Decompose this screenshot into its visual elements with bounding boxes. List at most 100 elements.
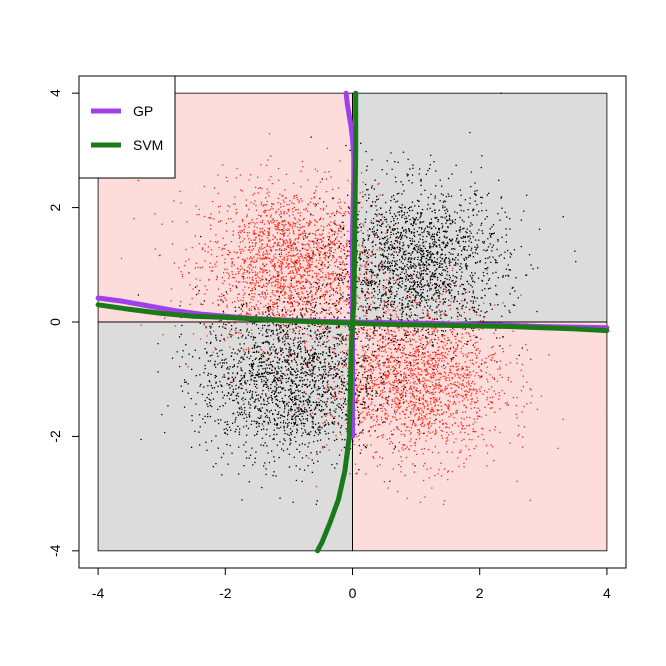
data-point [346, 422, 348, 424]
data-point [269, 307, 272, 309]
data-point [400, 380, 402, 382]
data-point [276, 284, 279, 286]
data-point [410, 254, 412, 256]
data-point [379, 194, 381, 196]
data-point [399, 309, 401, 311]
data-point [384, 287, 387, 290]
data-point [264, 265, 266, 267]
data-point [379, 372, 381, 374]
data-point [443, 230, 446, 233]
data-point [271, 205, 273, 208]
data-point [450, 301, 452, 303]
data-point [450, 371, 452, 373]
data-point [415, 401, 417, 404]
data-point [419, 222, 421, 224]
data-point [245, 204, 247, 206]
data-point [338, 275, 341, 277]
data-point [427, 226, 429, 228]
data-point [399, 418, 401, 420]
data-point [272, 314, 275, 316]
data-point [287, 263, 290, 265]
data-point [300, 276, 303, 278]
data-point [402, 391, 404, 393]
data-point [447, 284, 449, 286]
data-point [302, 233, 304, 235]
data-point [246, 282, 249, 284]
data-point [339, 261, 341, 263]
data-point [309, 220, 311, 222]
data-point [450, 284, 452, 286]
data-point [451, 383, 453, 385]
data-point [308, 301, 311, 303]
data-point [266, 257, 268, 259]
data-point [380, 225, 382, 227]
data-point [404, 417, 406, 419]
data-point [279, 233, 281, 235]
data-point [291, 385, 293, 387]
data-point [392, 387, 394, 389]
data-point [383, 374, 385, 376]
data-point [294, 288, 296, 291]
data-point [292, 211, 294, 213]
data-point [337, 345, 339, 347]
data-point [334, 386, 337, 388]
data-point [260, 258, 262, 260]
data-point [334, 261, 336, 264]
data-point [399, 393, 401, 396]
data-point [406, 217, 408, 219]
data-point [422, 385, 424, 387]
data-point [365, 299, 367, 301]
data-point [253, 261, 255, 263]
data-point [303, 274, 306, 276]
data-point [357, 354, 359, 356]
data-point [411, 238, 413, 240]
data-point [362, 305, 364, 307]
data-point [441, 334, 443, 336]
data-point [415, 314, 417, 316]
data-point [248, 272, 250, 274]
data-point [328, 236, 331, 238]
data-point [434, 405, 436, 407]
data-point [226, 230, 228, 232]
data-point [276, 291, 278, 293]
data-point [509, 362, 511, 364]
data-point [381, 341, 384, 343]
data-point [529, 499, 531, 501]
data-point [431, 393, 433, 395]
data-point [366, 388, 368, 391]
data-point [290, 295, 292, 298]
data-point [194, 267, 196, 269]
data-point [387, 331, 390, 333]
data-point [236, 251, 239, 253]
data-point [361, 328, 363, 330]
data-point [505, 364, 507, 366]
data-point [273, 315, 275, 317]
data-point [438, 382, 440, 384]
data-point [291, 202, 293, 204]
data-point [408, 405, 410, 407]
data-point [424, 400, 426, 402]
data-point [429, 376, 432, 378]
data-point [327, 213, 329, 215]
data-point [360, 230, 362, 232]
data-point [334, 376, 337, 378]
data-point [520, 369, 522, 371]
data-point [370, 444, 372, 446]
data-point [383, 363, 385, 365]
data-point [435, 385, 437, 387]
data-point [540, 395, 542, 397]
data-point [383, 304, 386, 306]
data-point [424, 347, 426, 350]
data-point [242, 240, 244, 242]
data-point [208, 217, 210, 219]
data-point [216, 275, 218, 277]
data-point [251, 292, 253, 295]
data-point [422, 402, 424, 404]
data-point [408, 257, 410, 259]
data-point [470, 339, 472, 341]
data-point [441, 263, 444, 265]
data-point [384, 329, 386, 332]
data-point [455, 342, 457, 344]
data-point [365, 273, 368, 275]
data-point [265, 277, 267, 280]
